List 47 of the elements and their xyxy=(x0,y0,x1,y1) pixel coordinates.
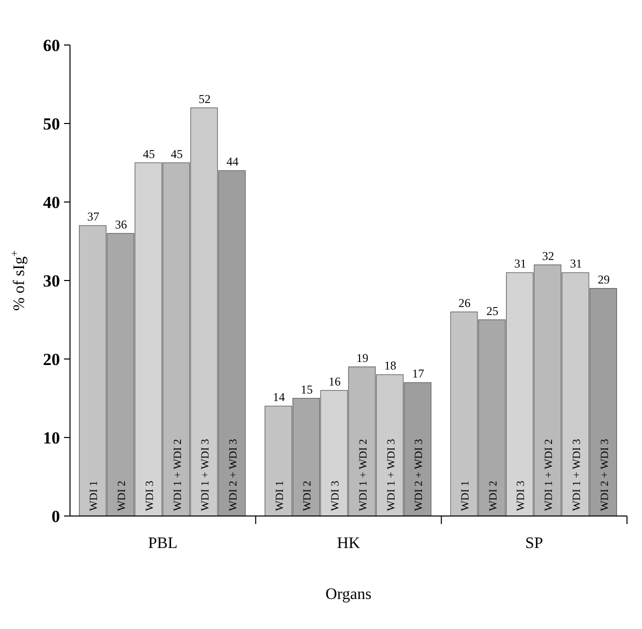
y-tick-label: 20 xyxy=(43,350,60,369)
x-tick-label: HK xyxy=(336,535,360,552)
data-label: 17 xyxy=(412,366,424,381)
data-label: 18 xyxy=(384,358,396,373)
text: WDI 1 + WDI 2 xyxy=(357,439,370,511)
y-tick-label: 40 xyxy=(43,192,60,212)
y-tick-label: 30 xyxy=(43,271,60,290)
data-label: 52 xyxy=(198,92,211,106)
series-label: WDI 2 xyxy=(116,480,128,511)
data-label: 32 xyxy=(542,248,554,263)
data-label: 45 xyxy=(170,146,183,161)
text: WDI 3 xyxy=(330,480,342,511)
series-label: WDI 3 xyxy=(144,480,156,511)
text: WDI 1 xyxy=(460,480,472,511)
y-tick-label: 60 xyxy=(43,36,60,55)
data-label: 14 xyxy=(272,390,285,404)
data-label: 15 xyxy=(300,382,313,396)
data-label: 36 xyxy=(115,217,128,232)
data-label: 26 xyxy=(458,296,471,310)
text: WDI 2 xyxy=(302,480,314,511)
data-label: 25 xyxy=(486,304,498,318)
text: WDI 2 + WDI 3 xyxy=(598,439,611,511)
text: WDI 3 xyxy=(515,480,528,511)
data-label: 31 xyxy=(514,256,526,271)
data-label: 29 xyxy=(598,272,610,286)
y-tick-label: 50 xyxy=(43,114,60,134)
data-label: 37 xyxy=(87,210,100,224)
x-tick-label: SP xyxy=(525,535,544,552)
text: WDI 1 + WDI 3 xyxy=(385,439,398,511)
text: WDI 1 + WDI 3 xyxy=(570,439,583,511)
text: WDI 2 xyxy=(487,480,500,511)
data-label: 44 xyxy=(226,154,238,169)
data-label: 16 xyxy=(328,374,341,388)
series-label: WDI 2 + WDI 3 xyxy=(227,438,240,511)
text: WDI 1 xyxy=(274,480,286,511)
series-label: WDI 1 + WDI 3 xyxy=(200,438,212,511)
y-tick-label: 0 xyxy=(52,506,60,526)
data-label: 45 xyxy=(142,146,155,161)
text: WDI 2 + WDI 3 xyxy=(413,439,426,511)
series-label: WDI 1 + WDI 2 xyxy=(172,439,184,511)
series-label: WDI 1 xyxy=(88,480,100,511)
x-tick-label: PBL xyxy=(148,535,178,552)
y-tick-label: 10 xyxy=(43,428,60,448)
x-axis-title: Organs xyxy=(326,586,372,603)
text: WDI 1 + WDI 2 xyxy=(543,439,556,511)
data-label: 31 xyxy=(570,256,582,271)
data-label: 19 xyxy=(356,350,368,365)
